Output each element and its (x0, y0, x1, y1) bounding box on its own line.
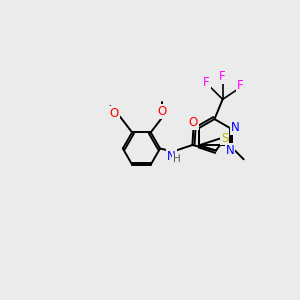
Text: N: N (167, 150, 176, 164)
Text: O: O (158, 105, 167, 118)
Text: O: O (189, 116, 198, 129)
Text: N: N (231, 121, 239, 134)
Text: methyl: methyl (245, 160, 250, 161)
Text: O: O (110, 107, 119, 120)
Text: N: N (226, 144, 235, 157)
Text: S: S (221, 131, 228, 145)
Text: H: H (173, 154, 180, 164)
Text: F: F (237, 79, 244, 92)
Text: F: F (219, 70, 225, 83)
Text: F: F (203, 76, 210, 89)
